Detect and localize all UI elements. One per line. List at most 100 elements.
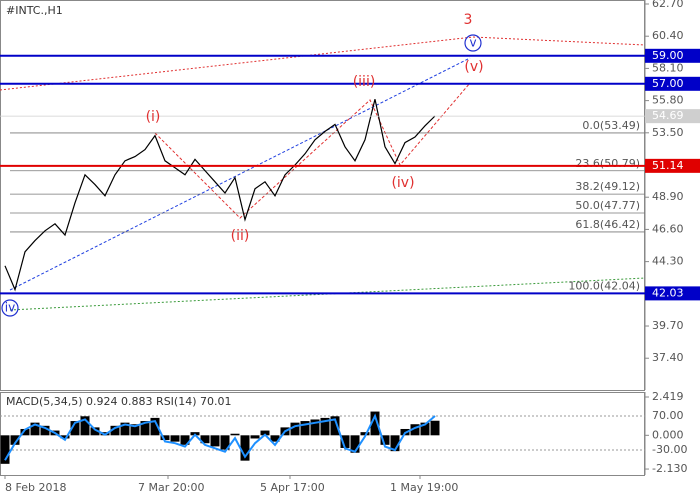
y-tick-label: 2.419 — [652, 390, 684, 403]
fib-label: 50.0(47.77) — [575, 199, 640, 212]
macd-bar — [80, 416, 90, 436]
macd-bar — [90, 427, 100, 436]
chart-title: #INTC.,H1 — [6, 4, 63, 17]
rsi-line — [4, 413, 436, 461]
wave-label: (iii) — [353, 74, 376, 90]
macd-bar — [20, 428, 30, 436]
macd-bar — [370, 411, 380, 436]
macd-bar — [160, 435, 170, 441]
upper-channel — [0, 36, 646, 91]
macd-bar — [230, 433, 240, 436]
wave-label: 3 — [464, 12, 473, 28]
macd-bar — [290, 422, 300, 436]
y-tick-label: -2.130 — [652, 462, 687, 475]
y-tick-label: 39.70 — [652, 319, 684, 332]
wave-label: (i) — [146, 109, 161, 125]
wave-zigzag — [154, 82, 471, 219]
level-label-box — [645, 76, 700, 91]
macd-bar — [70, 421, 80, 436]
macd-bar — [390, 435, 400, 452]
y-tick-label: 58.10 — [652, 61, 684, 74]
macd-bar — [110, 425, 120, 436]
macd-bar — [380, 435, 390, 445]
macd-bar — [60, 435, 70, 439]
fib-label: 100.0(42.04) — [568, 279, 640, 292]
wave-circle — [1, 299, 19, 317]
macd-bar — [30, 422, 40, 436]
y-tick-label: 53.50 — [652, 126, 684, 139]
fib-label: 38.2(49.12) — [575, 180, 640, 193]
y-tick-label: 48.90 — [652, 190, 684, 203]
x-tick-label: 5 Apr 17:00 — [260, 481, 325, 494]
macd-bar — [430, 420, 440, 436]
macd-bar — [150, 417, 160, 436]
macd-bar — [360, 432, 370, 436]
level-label-box — [645, 48, 700, 63]
wave-label: (v) — [464, 59, 483, 75]
macd-bar — [210, 435, 220, 447]
price-label-box — [645, 109, 700, 124]
price-label: 54.69 — [652, 109, 684, 122]
indicator-header: MACD(5,34,5) 0.924 0.883 RSI(14) 70.01 — [6, 395, 232, 408]
macd-bar — [10, 435, 20, 445]
y-tick-label: 46.60 — [652, 222, 684, 235]
macd-bar — [250, 435, 260, 439]
macd-bar — [120, 422, 130, 436]
x-tick-label: 7 Mar 20:00 — [138, 481, 204, 494]
macd-bar — [200, 435, 210, 444]
macd-bar — [130, 424, 140, 436]
x-tick-label: 8 Feb 2018 — [5, 481, 66, 494]
macd-value: 0.924 — [86, 395, 118, 408]
macd-bar — [340, 435, 350, 448]
signal-value: 0.883 — [121, 395, 153, 408]
wave-circle — [464, 34, 482, 52]
macd-bar — [320, 417, 330, 436]
price-line — [4, 99, 436, 292]
level-label-box — [645, 286, 700, 301]
y2-tick-label: -30.00 — [652, 443, 687, 456]
wave-label: iv — [5, 301, 15, 315]
macd-bar — [140, 421, 150, 436]
y-tick-label: 62.70 — [652, 0, 684, 10]
level-label: 42.03 — [652, 286, 684, 299]
y-tick-label: 60.40 — [652, 29, 684, 42]
wave-label: v — [469, 36, 476, 50]
macd-bar — [270, 435, 280, 442]
macd-bar — [420, 422, 430, 436]
level-label: 59.00 — [652, 49, 684, 62]
wave-label: (iv) — [391, 175, 414, 191]
wave-lines — [0, 36, 646, 311]
level-label: 57.00 — [652, 77, 684, 90]
rsi-label: RSI(14) — [156, 395, 196, 408]
y-tick-label: 0.000 — [652, 428, 684, 441]
macd-bar — [180, 435, 190, 445]
wave-label: (ii) — [231, 228, 250, 244]
macd-bar — [410, 424, 420, 436]
trend-line — [9, 57, 471, 291]
y-tick-label: 44.30 — [652, 255, 684, 268]
macd-bar — [220, 435, 230, 450]
macd-bar — [330, 416, 340, 436]
y-tick-label: 55.80 — [652, 94, 684, 107]
macd-bar — [300, 421, 310, 436]
macd-bar — [170, 435, 180, 442]
macd-bar — [260, 430, 270, 436]
macd-bar — [0, 435, 10, 464]
macd-bar — [310, 419, 320, 436]
level-label: 51.14 — [652, 159, 684, 172]
level-label-box — [645, 158, 700, 173]
y-tick-label: 37.40 — [652, 351, 684, 364]
fib-label: 61.8(46.42) — [575, 218, 640, 231]
rsi-value: 70.01 — [200, 395, 232, 408]
macd-bar — [350, 435, 360, 453]
x-tick-label: 1 May 19:00 — [390, 481, 458, 494]
main-panel-border — [0, 0, 645, 391]
fib-label: 23.6(50.79) — [575, 157, 640, 170]
macd-label: MACD(5,34,5) — [6, 395, 83, 408]
macd-bar — [240, 435, 250, 461]
fib-label: 0.0(53.49) — [582, 119, 640, 132]
y2-tick-label: 70.00 — [652, 409, 684, 422]
macd-bar — [40, 425, 50, 436]
